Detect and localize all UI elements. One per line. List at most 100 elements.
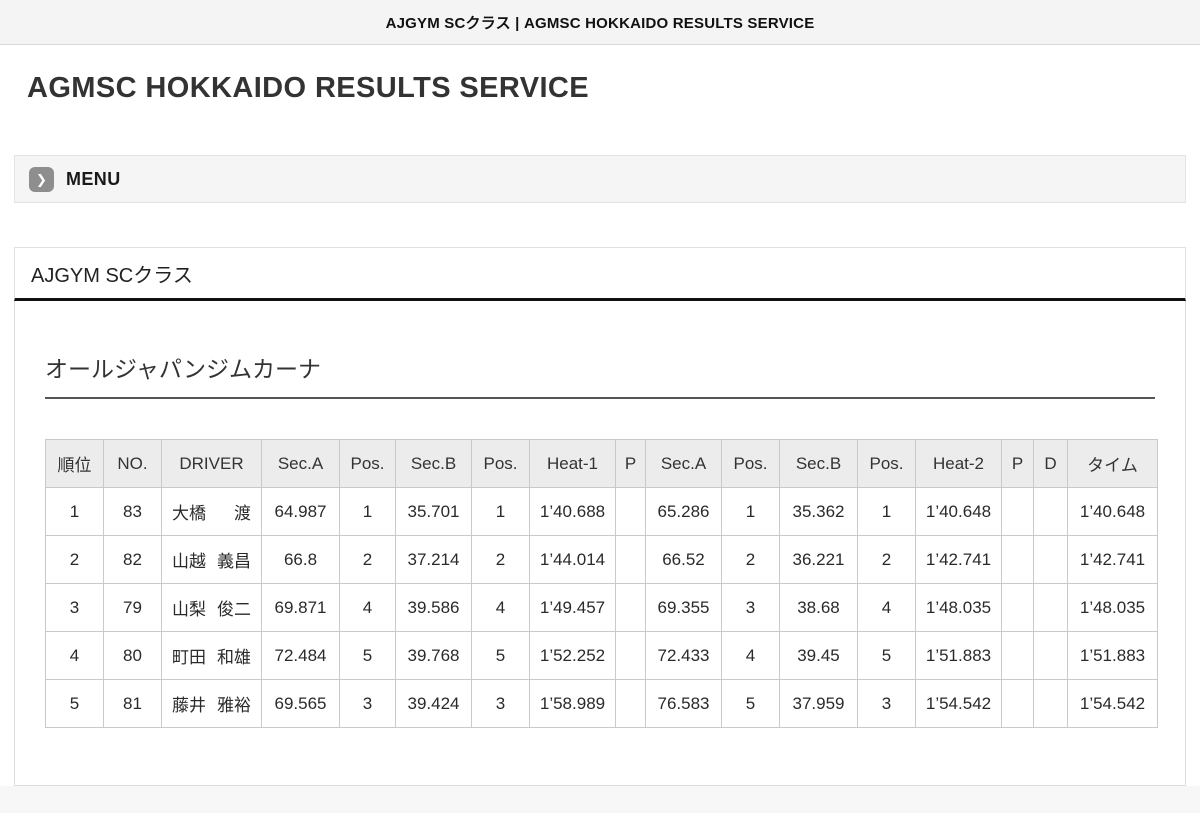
column-header-heat2: Heat-2 (915, 439, 1002, 488)
column-header-rank: 順位 (45, 439, 104, 488)
titlebar: AJGYM SCクラス | AGMSC HOKKAIDO RESULTS SER… (0, 0, 1200, 45)
cell-h1-posa: 1 (339, 487, 396, 536)
cell-h1-seca: 69.565 (261, 679, 340, 728)
event-heading: オールジャパンジムカーナ (45, 350, 1155, 399)
cell-h1-secb: 39.586 (395, 583, 472, 632)
cell-h2-secb: 35.362 (779, 487, 858, 536)
cell-h1-seca: 66.8 (261, 535, 340, 584)
cell-h2-seca: 66.52 (645, 535, 722, 584)
menu-label: MENU (66, 168, 121, 189)
cell-total-time: 1’48.035 (1067, 583, 1158, 632)
driver-given-name: 義昌 (217, 552, 251, 571)
cell-p1 (615, 583, 646, 632)
cell-h2-secb: 38.68 (779, 583, 858, 632)
cell-d (1033, 487, 1068, 536)
cell-heat1: 1’40.688 (529, 487, 616, 536)
cell-h2-posa: 5 (721, 679, 780, 728)
cell-d (1033, 535, 1068, 584)
cell-no: 82 (103, 535, 162, 584)
cell-h1-seca: 64.987 (261, 487, 340, 536)
column-header-d: D (1033, 439, 1068, 488)
driver-given-name: 俊二 (217, 600, 251, 619)
menu-button[interactable]: ❯ MENU (14, 155, 1186, 203)
cell-p1 (615, 535, 646, 584)
cell-h1-posa: 4 (339, 583, 396, 632)
driver-family-name: 藤井 (172, 696, 206, 715)
cell-h1-seca: 69.871 (261, 583, 340, 632)
cell-driver: 町田 和雄 (161, 631, 262, 680)
column-header-h2-posa: Pos. (721, 439, 780, 488)
cell-h1-posb: 2 (471, 535, 530, 584)
cell-h1-secb: 39.424 (395, 679, 472, 728)
cell-h2-posa: 3 (721, 583, 780, 632)
cell-h2-posb: 2 (857, 535, 916, 584)
cell-h2-posb: 5 (857, 631, 916, 680)
cell-h1-secb: 39.768 (395, 631, 472, 680)
cell-p1 (615, 679, 646, 728)
driver-given-name: 雅裕 (217, 696, 251, 715)
table-row: 2 82 山越 義昌 66.8 2 37.214 2 1’44.014 66.5… (45, 535, 1158, 584)
cell-no: 81 (103, 679, 162, 728)
driver-family-name: 町田 (172, 648, 206, 667)
cell-total-time: 1’54.542 (1067, 679, 1158, 728)
cell-no: 79 (103, 583, 162, 632)
cell-d (1033, 631, 1068, 680)
cell-h1-posa: 3 (339, 679, 396, 728)
driver-family-name: 山梨 (172, 600, 206, 619)
cell-h2-secb: 37.959 (779, 679, 858, 728)
cell-heat1: 1’58.989 (529, 679, 616, 728)
cell-heat1: 1’44.014 (529, 535, 616, 584)
page-background-strip (0, 786, 1200, 813)
table-row: 1 83 大橋 渡 64.987 1 35.701 1 1’40.688 65.… (45, 487, 1158, 536)
cell-heat1: 1’52.252 (529, 631, 616, 680)
cell-heat2: 1’48.035 (915, 583, 1002, 632)
cell-h1-secb: 37.214 (395, 535, 472, 584)
cell-d (1033, 583, 1068, 632)
cell-driver: 大橋 渡 (161, 487, 262, 536)
cell-total-time: 1’40.648 (1067, 487, 1158, 536)
cell-h2-seca: 72.433 (645, 631, 722, 680)
cell-h2-posb: 1 (857, 487, 916, 536)
cell-h1-posb: 1 (471, 487, 530, 536)
cell-h2-posb: 3 (857, 679, 916, 728)
table-row: 5 81 藤井 雅裕 69.565 3 39.424 3 1’58.989 76… (45, 679, 1158, 728)
page-title: AJGYM SCクラス | AGMSC HOKKAIDO RESULTS SER… (385, 14, 815, 32)
cell-h1-posa: 5 (339, 631, 396, 680)
cell-heat1: 1’49.457 (529, 583, 616, 632)
cell-p2 (1001, 535, 1034, 584)
cell-h2-secb: 39.45 (779, 631, 858, 680)
column-header-p2: P (1001, 439, 1034, 488)
cell-p2 (1001, 487, 1034, 536)
cell-heat2: 1’54.542 (915, 679, 1002, 728)
cell-p1 (615, 631, 646, 680)
column-header-no: NO. (103, 439, 162, 488)
table-row: 3 79 山梨 俊二 69.871 4 39.586 4 1’49.457 69… (45, 583, 1158, 632)
cell-rank: 4 (45, 631, 104, 680)
cell-p1 (615, 487, 646, 536)
table-row: 4 80 町田 和雄 72.484 5 39.768 5 1’52.252 72… (45, 631, 1158, 680)
column-header-p1: P (615, 439, 646, 488)
results-table: 順位 NO. DRIVER Sec.A Pos. Sec.B Pos. Heat… (45, 439, 1158, 728)
cell-h1-posb: 4 (471, 583, 530, 632)
cell-h2-posa: 2 (721, 535, 780, 584)
column-header-h1-seca: Sec.A (261, 439, 340, 488)
cell-h1-seca: 72.484 (261, 631, 340, 680)
cell-rank: 3 (45, 583, 104, 632)
cell-rank: 2 (45, 535, 104, 584)
cell-h2-seca: 76.583 (645, 679, 722, 728)
driver-given-name: 渡 (234, 504, 251, 523)
column-header-h2-seca: Sec.A (645, 439, 722, 488)
cell-driver: 藤井 雅裕 (161, 679, 262, 728)
cell-rank: 1 (45, 487, 104, 536)
column-header-h1-posb: Pos. (471, 439, 530, 488)
cell-driver: 山梨 俊二 (161, 583, 262, 632)
site-title: AGMSC HOKKAIDO RESULTS SERVICE (27, 72, 589, 104)
column-header-h2-posb: Pos. (857, 439, 916, 488)
column-header-heat1: Heat-1 (529, 439, 616, 488)
cell-rank: 5 (45, 679, 104, 728)
cell-h1-secb: 35.701 (395, 487, 472, 536)
cell-p2 (1001, 679, 1034, 728)
cell-total-time: 1’42.741 (1067, 535, 1158, 584)
driver-family-name: 山越 (172, 552, 206, 571)
cell-no: 80 (103, 631, 162, 680)
